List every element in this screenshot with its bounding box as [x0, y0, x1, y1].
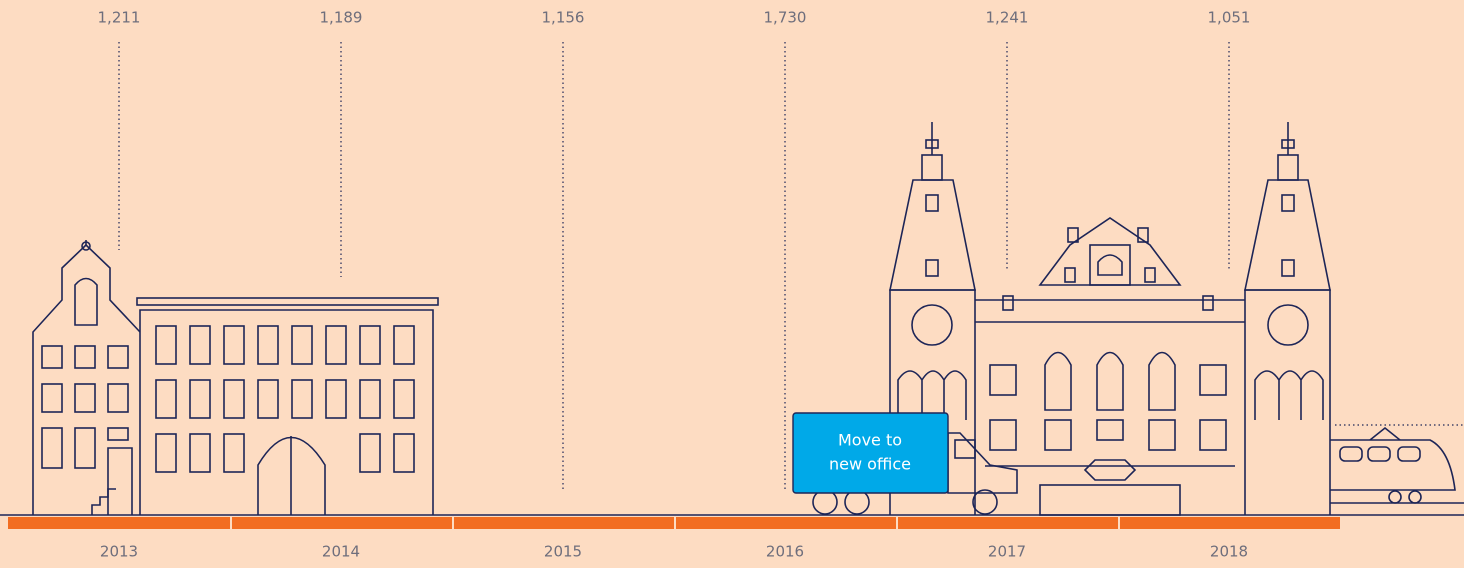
year-bar [454, 517, 674, 529]
timeline-items: 1,211 2013 1,189 2014 1,156 2015 1,730 2016 1,24… [8, 9, 1340, 561]
year-bar [232, 517, 452, 529]
count-label: 1,211 [98, 9, 141, 27]
year-bar [8, 517, 230, 529]
year-label: 2015 [544, 543, 582, 561]
year-label: 2016 [766, 543, 804, 561]
count-label: 1,051 [1208, 9, 1251, 27]
truck-label: new office [829, 455, 911, 474]
buildings [32, 122, 1464, 516]
year-bar [898, 517, 1118, 529]
year-label: 2017 [988, 543, 1026, 561]
year-bar [1120, 517, 1340, 529]
count-label: 1,189 [320, 9, 363, 27]
truck [792, 412, 1018, 515]
year-label: 2014 [322, 543, 360, 561]
count-label: 1,156 [542, 9, 585, 27]
year-label: 2018 [1210, 543, 1248, 561]
count-label: 1,241 [986, 9, 1029, 27]
year-label: 2013 [100, 543, 138, 561]
truck-label: Move to [838, 431, 902, 450]
count-label: 1,730 [764, 9, 807, 27]
year-bar [676, 517, 896, 529]
